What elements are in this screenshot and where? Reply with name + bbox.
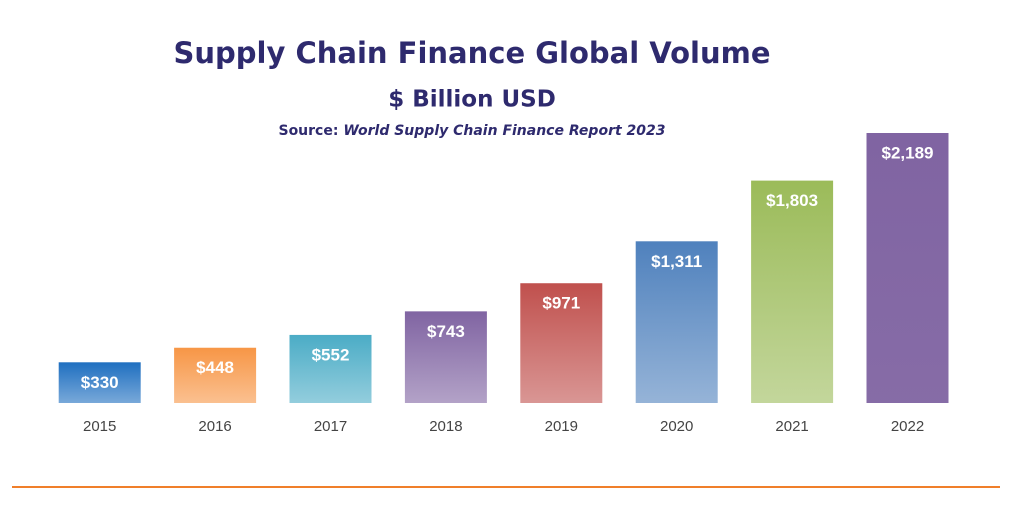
value-label: $1,311 bbox=[651, 252, 702, 271]
bar bbox=[751, 180, 834, 403]
source-label: Source: bbox=[278, 123, 338, 139]
bar bbox=[404, 311, 487, 403]
x-tick-label: 2018 bbox=[429, 418, 462, 435]
value-label: $971 bbox=[542, 294, 580, 313]
x-tick-label: 2015 bbox=[83, 418, 116, 435]
source: Source: World Supply Chain Finance Repor… bbox=[278, 123, 665, 139]
chart-subtitle: $ Billion USD bbox=[388, 87, 556, 113]
value-label: $330 bbox=[81, 373, 119, 392]
value-label: $552 bbox=[312, 345, 350, 364]
x-tick-label: 2016 bbox=[198, 418, 231, 435]
bar bbox=[174, 347, 257, 403]
value-label: $448 bbox=[196, 358, 234, 377]
source-text: World Supply Chain Finance Report 2023 bbox=[343, 123, 665, 139]
chart-title: Supply Chain Finance Global Volume bbox=[173, 36, 770, 70]
value-label: $2,189 bbox=[882, 143, 934, 162]
bar bbox=[866, 133, 949, 403]
value-label: $1,803 bbox=[766, 191, 818, 210]
x-tick-label: 2019 bbox=[545, 418, 578, 435]
x-tick-label: 2017 bbox=[314, 418, 347, 435]
bar bbox=[58, 362, 141, 403]
bar bbox=[289, 334, 372, 403]
x-tick-label: 2022 bbox=[891, 418, 924, 435]
x-tick-label: 2021 bbox=[775, 418, 808, 435]
bar bbox=[520, 283, 603, 403]
bar bbox=[635, 241, 718, 403]
x-tick-label: 2020 bbox=[660, 418, 693, 435]
value-label: $743 bbox=[427, 322, 465, 341]
